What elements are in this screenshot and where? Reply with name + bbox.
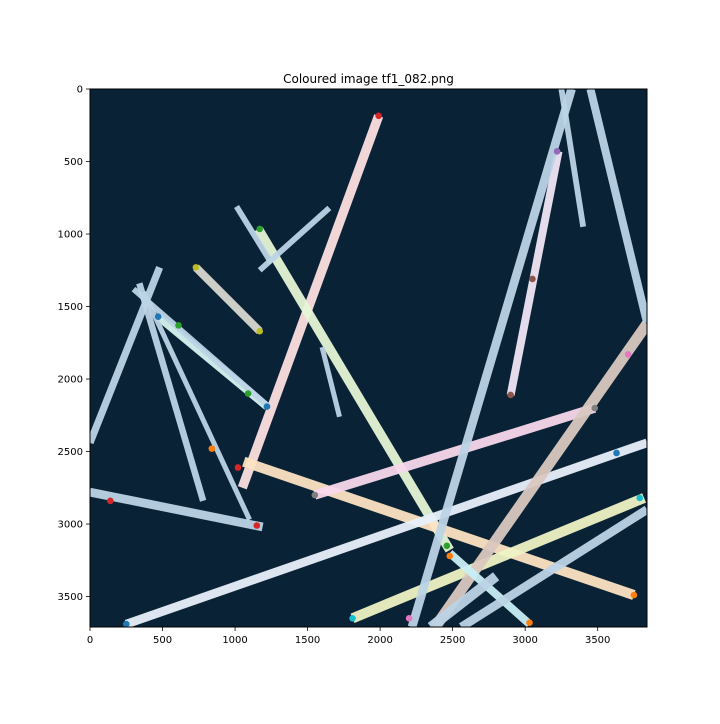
data-point-19 <box>253 522 261 529</box>
stripe-17 <box>257 205 332 273</box>
data-point-23 <box>349 614 356 622</box>
stripe-22 <box>427 572 500 627</box>
stripe-19 <box>407 89 576 627</box>
stripe-11 <box>90 487 264 532</box>
x-tick-label: 500 <box>153 635 172 646</box>
data-point-26 <box>122 620 130 627</box>
chart-title: Coloured image tf1_082.png <box>283 72 454 86</box>
data-point-9 <box>244 390 252 397</box>
data-point-13 <box>208 445 216 452</box>
y-tick-label: 2500 <box>58 447 83 458</box>
y-tick-label: 1000 <box>58 230 83 241</box>
stripe-13 <box>131 286 269 408</box>
data-point-7 <box>256 327 264 335</box>
data-point-12 <box>591 404 599 412</box>
stripe-5 <box>350 493 647 623</box>
data-point-22 <box>630 591 638 599</box>
axes-frame <box>89 88 648 628</box>
stripe-3 <box>313 403 597 500</box>
stripe-14 <box>136 282 207 502</box>
x-tick-label: 0 <box>87 635 93 646</box>
y-tick-label: 0 <box>77 85 83 96</box>
x-tick-label: 1000 <box>222 635 247 646</box>
y-tick-label: 3500 <box>58 592 83 603</box>
x-tick-label: 2500 <box>440 635 465 646</box>
x-tick-label: 2000 <box>367 635 392 646</box>
data-point-5 <box>154 313 162 320</box>
y-tick-label: 2000 <box>58 375 83 386</box>
stripe-23 <box>459 505 647 627</box>
data-point-14 <box>613 449 620 457</box>
stripe-20 <box>558 89 587 228</box>
data-point-6 <box>175 322 182 329</box>
stripe-21 <box>586 89 647 324</box>
data-point-10 <box>507 391 514 399</box>
y-axis: 0 500 1000 1500 2000 2500 3000 3500 <box>58 85 90 603</box>
data-point-3 <box>192 264 200 271</box>
data-point-2 <box>256 225 264 233</box>
data-point-16 <box>311 491 319 499</box>
data-point-11 <box>263 403 271 410</box>
stripe-4 <box>124 438 647 627</box>
stripe-18 <box>319 346 342 418</box>
data-point-4 <box>529 275 536 283</box>
data-point-24 <box>405 614 413 622</box>
data-point-20 <box>443 542 451 550</box>
stripe-16 <box>234 204 274 265</box>
stripe-15 <box>141 290 252 521</box>
data-point-15 <box>234 464 242 471</box>
stripe-7 <box>506 150 563 396</box>
y-tick-label: 500 <box>64 157 83 168</box>
stripe-9 <box>193 264 263 334</box>
data-point-8 <box>624 351 632 358</box>
stripe-1 <box>254 226 454 553</box>
y-tick-label: 3000 <box>58 520 83 531</box>
x-tick-label: 3000 <box>512 635 537 646</box>
y-tick-label: 1500 <box>58 302 83 313</box>
data-point-25 <box>526 619 533 626</box>
data-point-17 <box>636 494 644 502</box>
data-point-21 <box>446 552 454 560</box>
x-axis: 0 500 1000 1500 2000 2500 3000 3500 <box>87 627 610 646</box>
data-point-18 <box>107 497 114 505</box>
stripe-0 <box>237 114 384 490</box>
stripe-10 <box>447 550 533 627</box>
point-layer <box>107 112 644 627</box>
data-point-0 <box>375 112 382 120</box>
x-tick-label: 1500 <box>295 635 320 646</box>
x-tick-label: 3500 <box>585 635 610 646</box>
data-point-1 <box>553 148 561 155</box>
stripe-layer <box>90 89 647 627</box>
